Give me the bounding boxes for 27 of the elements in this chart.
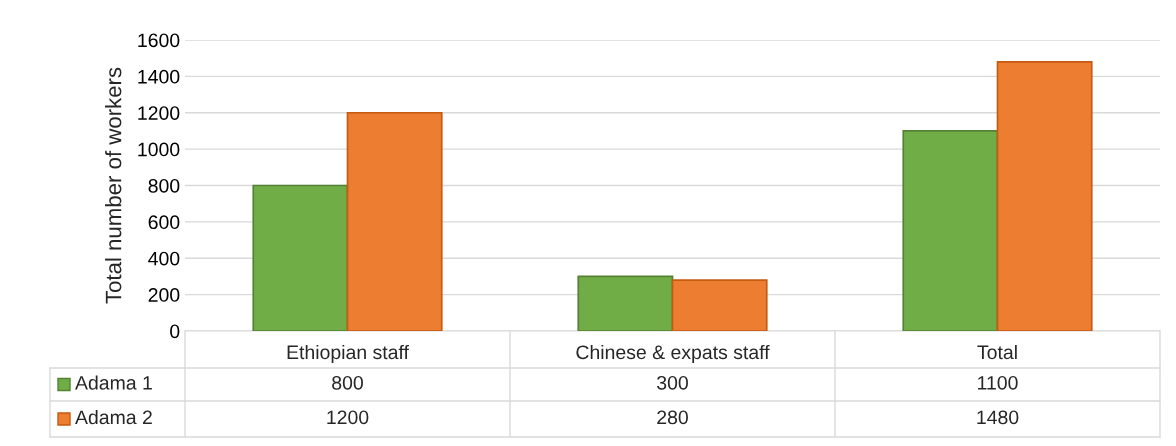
y-tick-label: 1400 — [138, 69, 180, 84]
x-tick-label: Chinese & expats staff — [576, 344, 770, 364]
bar — [996, 60, 1093, 331]
bar — [671, 279, 768, 331]
x-tick-label: Ethiopian staff — [287, 344, 409, 364]
data-label: 1200 — [327, 410, 369, 425]
y-tick-label: 1600 — [138, 33, 180, 48]
y-tick-label: 1200 — [138, 106, 180, 120]
legend-label: Adama 2 — [75, 409, 152, 425]
legend-label: Adama 1 — [75, 375, 152, 390]
bar — [902, 130, 999, 331]
x-tick-label: Total — [977, 344, 1017, 360]
y-tick-label: 400 — [148, 251, 180, 266]
y-tick-label: 600 — [148, 215, 180, 230]
data-label: 300 — [657, 375, 688, 390]
y-tick-label: 1000 — [138, 142, 180, 157]
data-label: 1100 — [978, 375, 1018, 390]
y-tick-label: 800 — [148, 178, 180, 193]
data-label: 800 — [332, 375, 363, 390]
bar — [577, 275, 674, 331]
bar — [252, 184, 349, 331]
y-axis-title: Total number of workers — [105, 67, 122, 304]
data-label: 1480 — [977, 410, 1019, 425]
y-tick-label: 200 — [148, 288, 180, 302]
data-label: 280 — [657, 410, 688, 425]
bar — [346, 111, 443, 331]
y-tick-label: 0 — [170, 324, 180, 339]
